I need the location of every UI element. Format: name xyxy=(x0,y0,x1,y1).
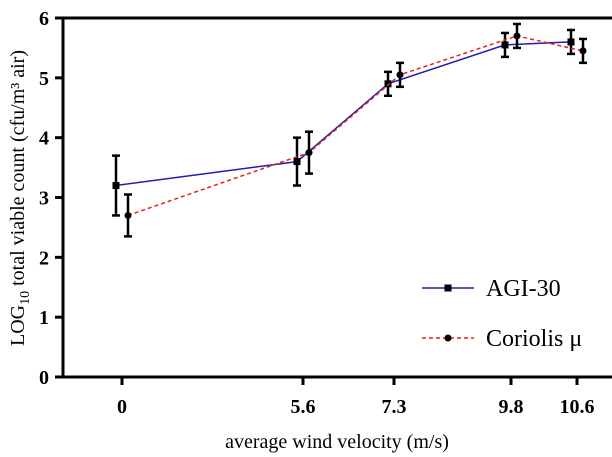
legend-item: AGI-30 xyxy=(422,276,561,302)
series-0 xyxy=(112,28,575,217)
y-tick-label: 5 xyxy=(39,68,49,90)
data-point-marker xyxy=(579,47,587,55)
y-tick-label: 3 xyxy=(39,188,49,210)
x-axis-label: average wind velocity (m/s) xyxy=(225,431,449,453)
data-point-marker xyxy=(293,158,301,166)
axes: 0 1 2 3 4 5 6 0 5.6 7.3 9.8 10.6 xyxy=(39,8,612,418)
series-line xyxy=(115,41,572,187)
x-tick-label: 0 xyxy=(117,396,127,418)
y-tick-label: 0 xyxy=(39,367,49,389)
legend-marker xyxy=(444,334,452,342)
series-1 xyxy=(124,22,587,238)
y-tick-label: 4 xyxy=(39,128,49,150)
data-point-marker xyxy=(513,32,521,40)
legend-label: Coriolis μ xyxy=(486,326,582,352)
data-point-marker xyxy=(305,149,313,157)
x-tick-label: 5.6 xyxy=(291,396,316,418)
series-layer xyxy=(112,22,587,238)
x-tick-label: 9.8 xyxy=(499,396,524,418)
legend-label: AGI-30 xyxy=(486,276,561,302)
y-axis-label: LOG10 total viable count (cfu/m³ air) xyxy=(7,50,33,346)
legend-item: Coriolis μ xyxy=(422,326,582,352)
legend: AGI-30 Coriolis μ xyxy=(422,276,582,352)
data-point-marker xyxy=(567,38,575,46)
legend-marker xyxy=(444,284,452,292)
y-tick-label: 6 xyxy=(39,8,49,30)
series-line xyxy=(127,35,584,217)
data-point-marker xyxy=(501,41,509,49)
x-tick-label: 10.6 xyxy=(560,396,595,418)
data-point-marker xyxy=(124,211,132,219)
x-tick-label: 7.3 xyxy=(382,396,407,418)
y-tick-label: 1 xyxy=(39,307,49,329)
axis-labels: average wind velocity (m/s) LOG10 total v… xyxy=(7,50,449,453)
data-point-marker xyxy=(396,71,404,79)
y-tick-label: 2 xyxy=(39,247,49,269)
data-point-marker xyxy=(384,80,392,88)
data-point-marker xyxy=(112,182,120,190)
